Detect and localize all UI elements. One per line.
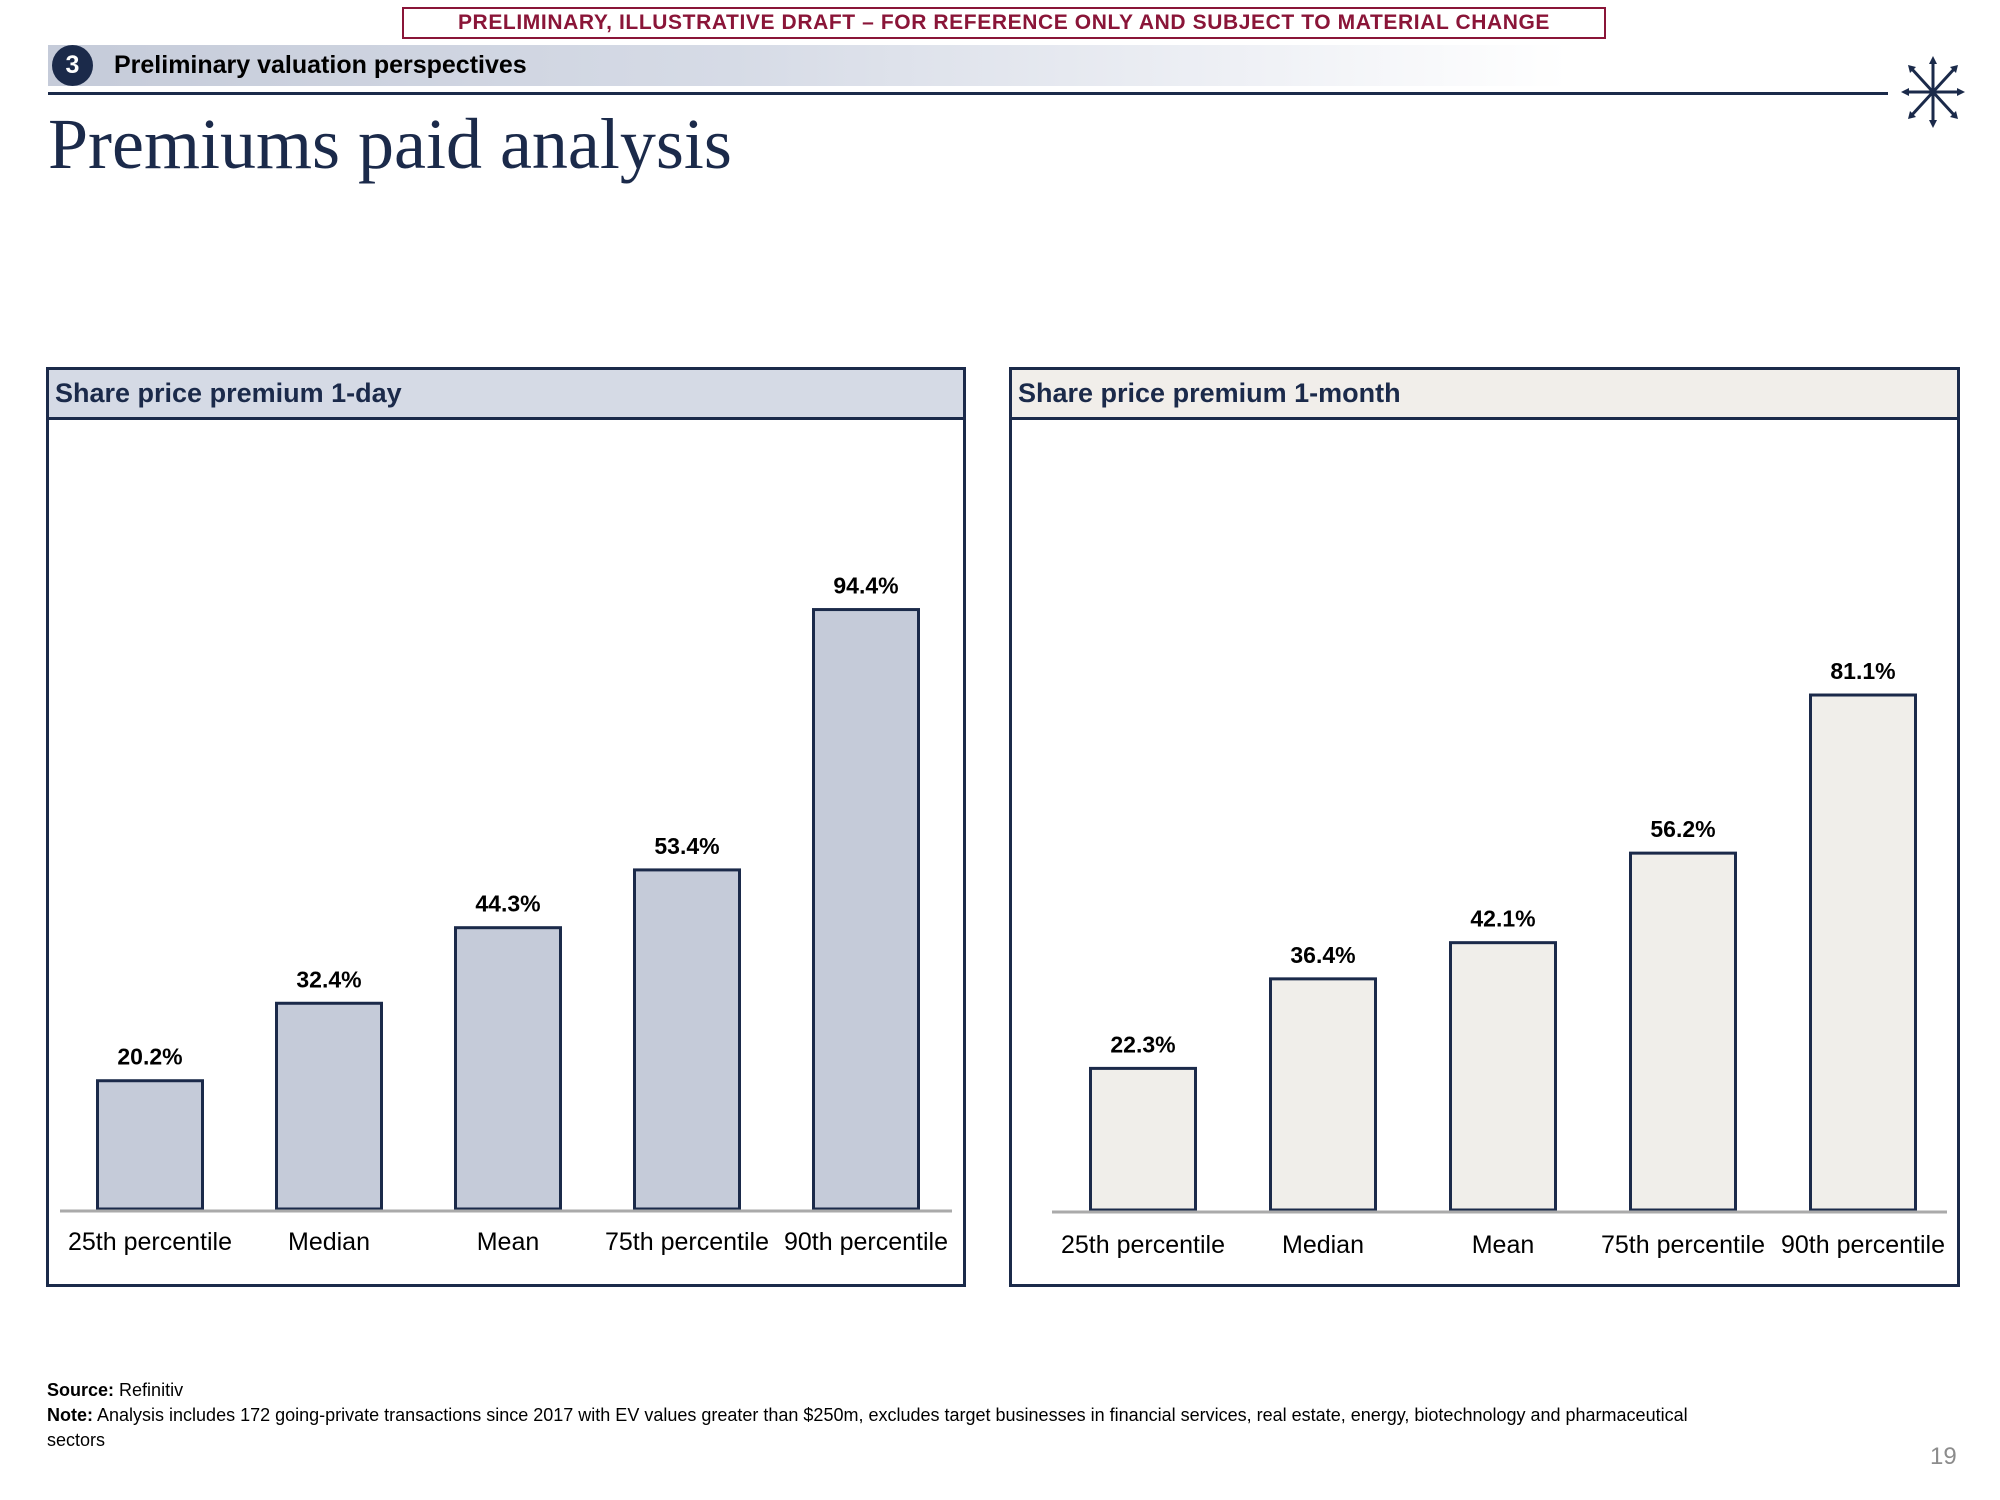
page-title: Premiums paid analysis bbox=[48, 104, 732, 184]
panel-title-1-day: Share price premium 1-day bbox=[49, 370, 963, 420]
data-label-25th-percentile: 20.2% bbox=[117, 1044, 182, 1070]
data-label-mean: 42.1% bbox=[1470, 906, 1535, 932]
draft-banner: PRELIMINARY, ILLUSTRATIVE DRAFT – FOR RE… bbox=[402, 7, 1606, 39]
chart-premium-1-day: 20.2% 25th percentile 32.4% Median 44.3% Mean… bbox=[60, 573, 952, 1256]
data-label-90th-percentile: 81.1% bbox=[1830, 658, 1895, 684]
page-number: 19 bbox=[1930, 1443, 1957, 1470]
bar-median bbox=[1269, 977, 1377, 1212]
data-label-median: 32.4% bbox=[296, 966, 361, 992]
footnotes: Source: Refinitiv Note: Analysis include… bbox=[47, 1378, 1747, 1453]
category-label-25th-percentile: 25th percentile bbox=[1061, 1231, 1225, 1259]
bar-90th-percentile bbox=[812, 608, 920, 1211]
data-label-25th-percentile: 22.3% bbox=[1110, 1031, 1175, 1057]
data-label-90th-percentile: 94.4% bbox=[833, 573, 898, 599]
bar-mean bbox=[454, 926, 562, 1211]
bar-mean bbox=[1449, 941, 1557, 1212]
bar-25th-percentile bbox=[1089, 1066, 1197, 1212]
data-label-median: 36.4% bbox=[1290, 942, 1355, 968]
data-label-75th-percentile: 56.2% bbox=[1650, 816, 1715, 842]
bar-75th-percentile bbox=[633, 868, 741, 1211]
chart-premium-1-month: 22.3% 25th percentile 36.4% Median 42.1% Mean… bbox=[1052, 658, 1947, 1259]
starburst-logo-icon bbox=[1901, 56, 1965, 128]
data-label-mean: 44.3% bbox=[475, 891, 540, 917]
source-line: Source: Refinitiv bbox=[47, 1380, 184, 1400]
category-label-mean: Mean bbox=[477, 1228, 540, 1256]
panel-title-1-month: Share price premium 1-month bbox=[1012, 370, 1957, 420]
bar-90th-percentile bbox=[1809, 693, 1917, 1212]
section-header-bar bbox=[48, 45, 1568, 86]
category-label-90th-percentile: 90th percentile bbox=[1781, 1231, 1945, 1259]
panel-premium-1-day: Share price premium 1-day 20.2% 25th perc… bbox=[46, 367, 966, 1287]
category-label-75th-percentile: 75th percentile bbox=[1601, 1231, 1765, 1259]
bar-25th-percentile bbox=[96, 1079, 204, 1211]
category-label-25th-percentile: 25th percentile bbox=[68, 1228, 232, 1256]
data-label-75th-percentile: 53.4% bbox=[654, 833, 719, 859]
category-label-75th-percentile: 75th percentile bbox=[605, 1228, 769, 1256]
panel-premium-1-month: Share price premium 1-month 22.3% 25th pe… bbox=[1009, 367, 1960, 1287]
bar-median bbox=[275, 1001, 383, 1211]
category-label-mean: Mean bbox=[1472, 1231, 1535, 1259]
bar-75th-percentile bbox=[1629, 851, 1737, 1212]
category-label-90th-percentile: 90th percentile bbox=[784, 1228, 948, 1256]
header-divider bbox=[48, 92, 1888, 95]
section-number-badge: 3 bbox=[52, 45, 93, 86]
category-label-median: Median bbox=[1282, 1231, 1364, 1259]
note-line: Note: Analysis includes 172 going-privat… bbox=[47, 1405, 1688, 1450]
section-title: Preliminary valuation perspectives bbox=[114, 51, 527, 79]
category-label-median: Median bbox=[288, 1228, 370, 1256]
